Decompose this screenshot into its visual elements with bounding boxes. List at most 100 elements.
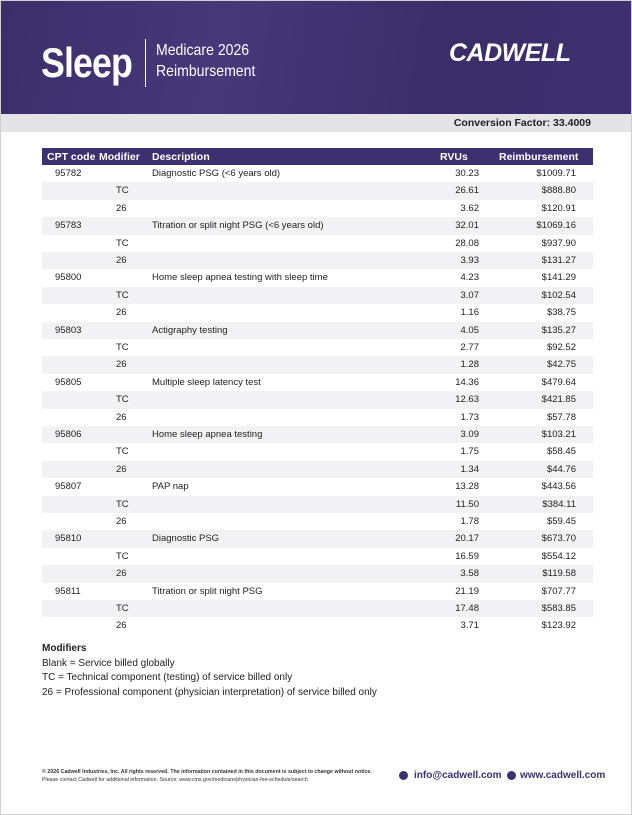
- cell-rvus: 2.77: [460, 342, 480, 353]
- cell-modifier: 26: [116, 516, 127, 527]
- cell-rvus: 13.28: [455, 481, 479, 493]
- cell-description: Titration or split night PSG: [152, 585, 263, 597]
- cell-cpt: 95782: [55, 168, 82, 179]
- cell-cpt: 95800: [55, 272, 82, 284]
- cell-cpt: 95805: [55, 376, 82, 388]
- table-row: 26 3.58 $119.58: [42, 565, 593, 583]
- value: 33.4009: [553, 117, 591, 129]
- table-row: TC 28.08 $937.90: [42, 235, 593, 252]
- cell-reimbursement: $58.45: [546, 446, 576, 458]
- modifier-item: TC = Technical component (testing) of se…: [42, 672, 293, 683]
- conversion-bar: [1, 114, 631, 132]
- table-row: 95807 PAP nap 13.28 $443.56: [42, 478, 593, 495]
- header-band: [1, 1, 631, 114]
- table-row: 95810 Diagnostic PSG 20.17 $673.70: [42, 530, 593, 548]
- table-row: TC 3.07 $102.54: [42, 286, 593, 305]
- cell-reimbursement: $44.76: [546, 463, 576, 475]
- cell-rvus: 1.28: [460, 359, 480, 371]
- conversion-factor: Conversion Factor: 33.4009: [454, 117, 591, 129]
- modifiers-title: Modifiers: [42, 643, 87, 654]
- cell-modifier: 26: [116, 568, 127, 580]
- cell-rvus: 1.75: [460, 446, 480, 458]
- email-link[interactable]: info@cadwell.com: [414, 770, 502, 781]
- table-row: TC 12.63 $421.85: [42, 391, 593, 409]
- cell-modifier: TC: [116, 550, 129, 562]
- column-header: RVUs: [440, 151, 468, 163]
- cell-modifier: TC: [116, 342, 129, 353]
- cell-rvus: 1.73: [460, 411, 480, 423]
- cell-cpt: 95806: [55, 429, 82, 440]
- table-header: [42, 148, 593, 165]
- cell-reimbursement: $583.85: [541, 603, 576, 614]
- cell-reimbursement: $1069.16: [536, 220, 576, 232]
- cell-reimbursement: $554.12: [541, 550, 576, 562]
- cell-reimbursement: $92.52: [546, 342, 576, 353]
- cell-rvus: 1.34: [460, 463, 480, 475]
- table-row: 26 1.34 $44.76: [42, 460, 593, 479]
- cell-rvus: 3.93: [460, 255, 480, 266]
- cell-reimbursement: $42.75: [546, 359, 576, 371]
- cell-rvus: 30.23: [455, 168, 479, 179]
- cell-rvus: 11.50: [455, 498, 479, 510]
- table-row: TC 2.77 $92.52: [42, 339, 593, 356]
- cell-reimbursement: $123.92: [541, 620, 576, 632]
- cell-modifier: TC: [116, 394, 129, 406]
- cell-rvus: 3.09: [460, 429, 480, 440]
- cell-cpt: 95803: [55, 324, 82, 336]
- column-header: Modifier: [99, 151, 140, 163]
- cell-reimbursement: $38.75: [546, 307, 576, 319]
- cell-reimbursement: $120.91: [541, 202, 576, 214]
- column-header: Reimbursement: [499, 151, 579, 163]
- cell-reimbursement: $479.64: [541, 376, 576, 388]
- column-header: CPT code: [47, 151, 96, 163]
- table-row: TC 11.50 $384.11: [42, 495, 593, 513]
- table-row: 95805 Multiple sleep latency test 14.36 $47…: [42, 374, 593, 391]
- cell-rvus: 21.19: [455, 585, 479, 597]
- cell-rvus: 3.62: [460, 202, 480, 214]
- table-row: TC 16.59 $554.12: [42, 548, 593, 565]
- legal-text: © 2026 Cadwell Industries, Inc. All righ…: [42, 769, 372, 775]
- cell-modifier: 26: [116, 307, 127, 319]
- table-row: TC 17.48 $583.85: [42, 600, 593, 618]
- cell-rvus: 12.63: [455, 394, 479, 406]
- cell-rvus: 3.07: [460, 289, 480, 301]
- cell-modifier: TC: [116, 603, 129, 614]
- cell-modifier: 26: [116, 411, 127, 423]
- cell-rvus: 32.01: [455, 220, 479, 232]
- cell-reimbursement: $673.70: [541, 533, 576, 545]
- cell-rvus: 17.48: [455, 603, 479, 614]
- cell-reimbursement: $103.21: [541, 429, 576, 440]
- cell-modifier: 26: [116, 620, 127, 632]
- cell-description: Diagnostic PSG (<6 years old): [152, 168, 281, 179]
- label: Conversion Factor:: [453, 117, 551, 129]
- table-row: 26 3.93 $131.27: [42, 252, 593, 270]
- cell-modifier: 26: [116, 255, 127, 266]
- table-row: TC 1.75 $58.45: [42, 443, 593, 460]
- table-row: 26 1.73 $57.78: [42, 409, 593, 426]
- cell-rvus: 1.16: [460, 307, 480, 319]
- cell-reimbursement: $421.85: [541, 394, 576, 406]
- table-row: 95803 Actigraphy testing 4.05 $135.27: [42, 321, 593, 339]
- cell-reimbursement: $937.90: [541, 237, 576, 249]
- web-link[interactable]: www.cadwell.com: [520, 770, 606, 781]
- cell-modifier: TC: [116, 237, 129, 249]
- cell-modifier: 26: [116, 359, 127, 371]
- cell-description: Titration or split night PSG (<6 years o…: [152, 220, 324, 232]
- cell-rvus: 14.36: [455, 376, 479, 388]
- cell-description: Home sleep apnea testing with sleep time: [152, 272, 328, 284]
- legal-text: Please contact Cadwell for additional in…: [42, 777, 308, 783]
- table-row: 26 1.28 $42.75: [42, 356, 593, 374]
- modifier-item: 26 = Professional component (physician i…: [42, 687, 377, 698]
- cell-rvus: 1.78: [460, 516, 480, 527]
- cell-rvus: 3.58: [460, 568, 480, 580]
- table-row: 26 1.78 $59.45: [42, 513, 593, 530]
- cell-modifier: TC: [116, 289, 129, 301]
- cell-reimbursement: $57.78: [546, 411, 576, 423]
- link-icon: [399, 771, 408, 780]
- table-row: 95782 Diagnostic PSG (<6 years old) 30.23 $…: [42, 165, 593, 182]
- divider: [145, 39, 146, 87]
- cell-cpt: 95810: [55, 533, 82, 545]
- cell-description: Multiple sleep latency test: [152, 376, 261, 388]
- link-icon: [507, 771, 516, 780]
- cell-modifier: TC: [116, 446, 129, 458]
